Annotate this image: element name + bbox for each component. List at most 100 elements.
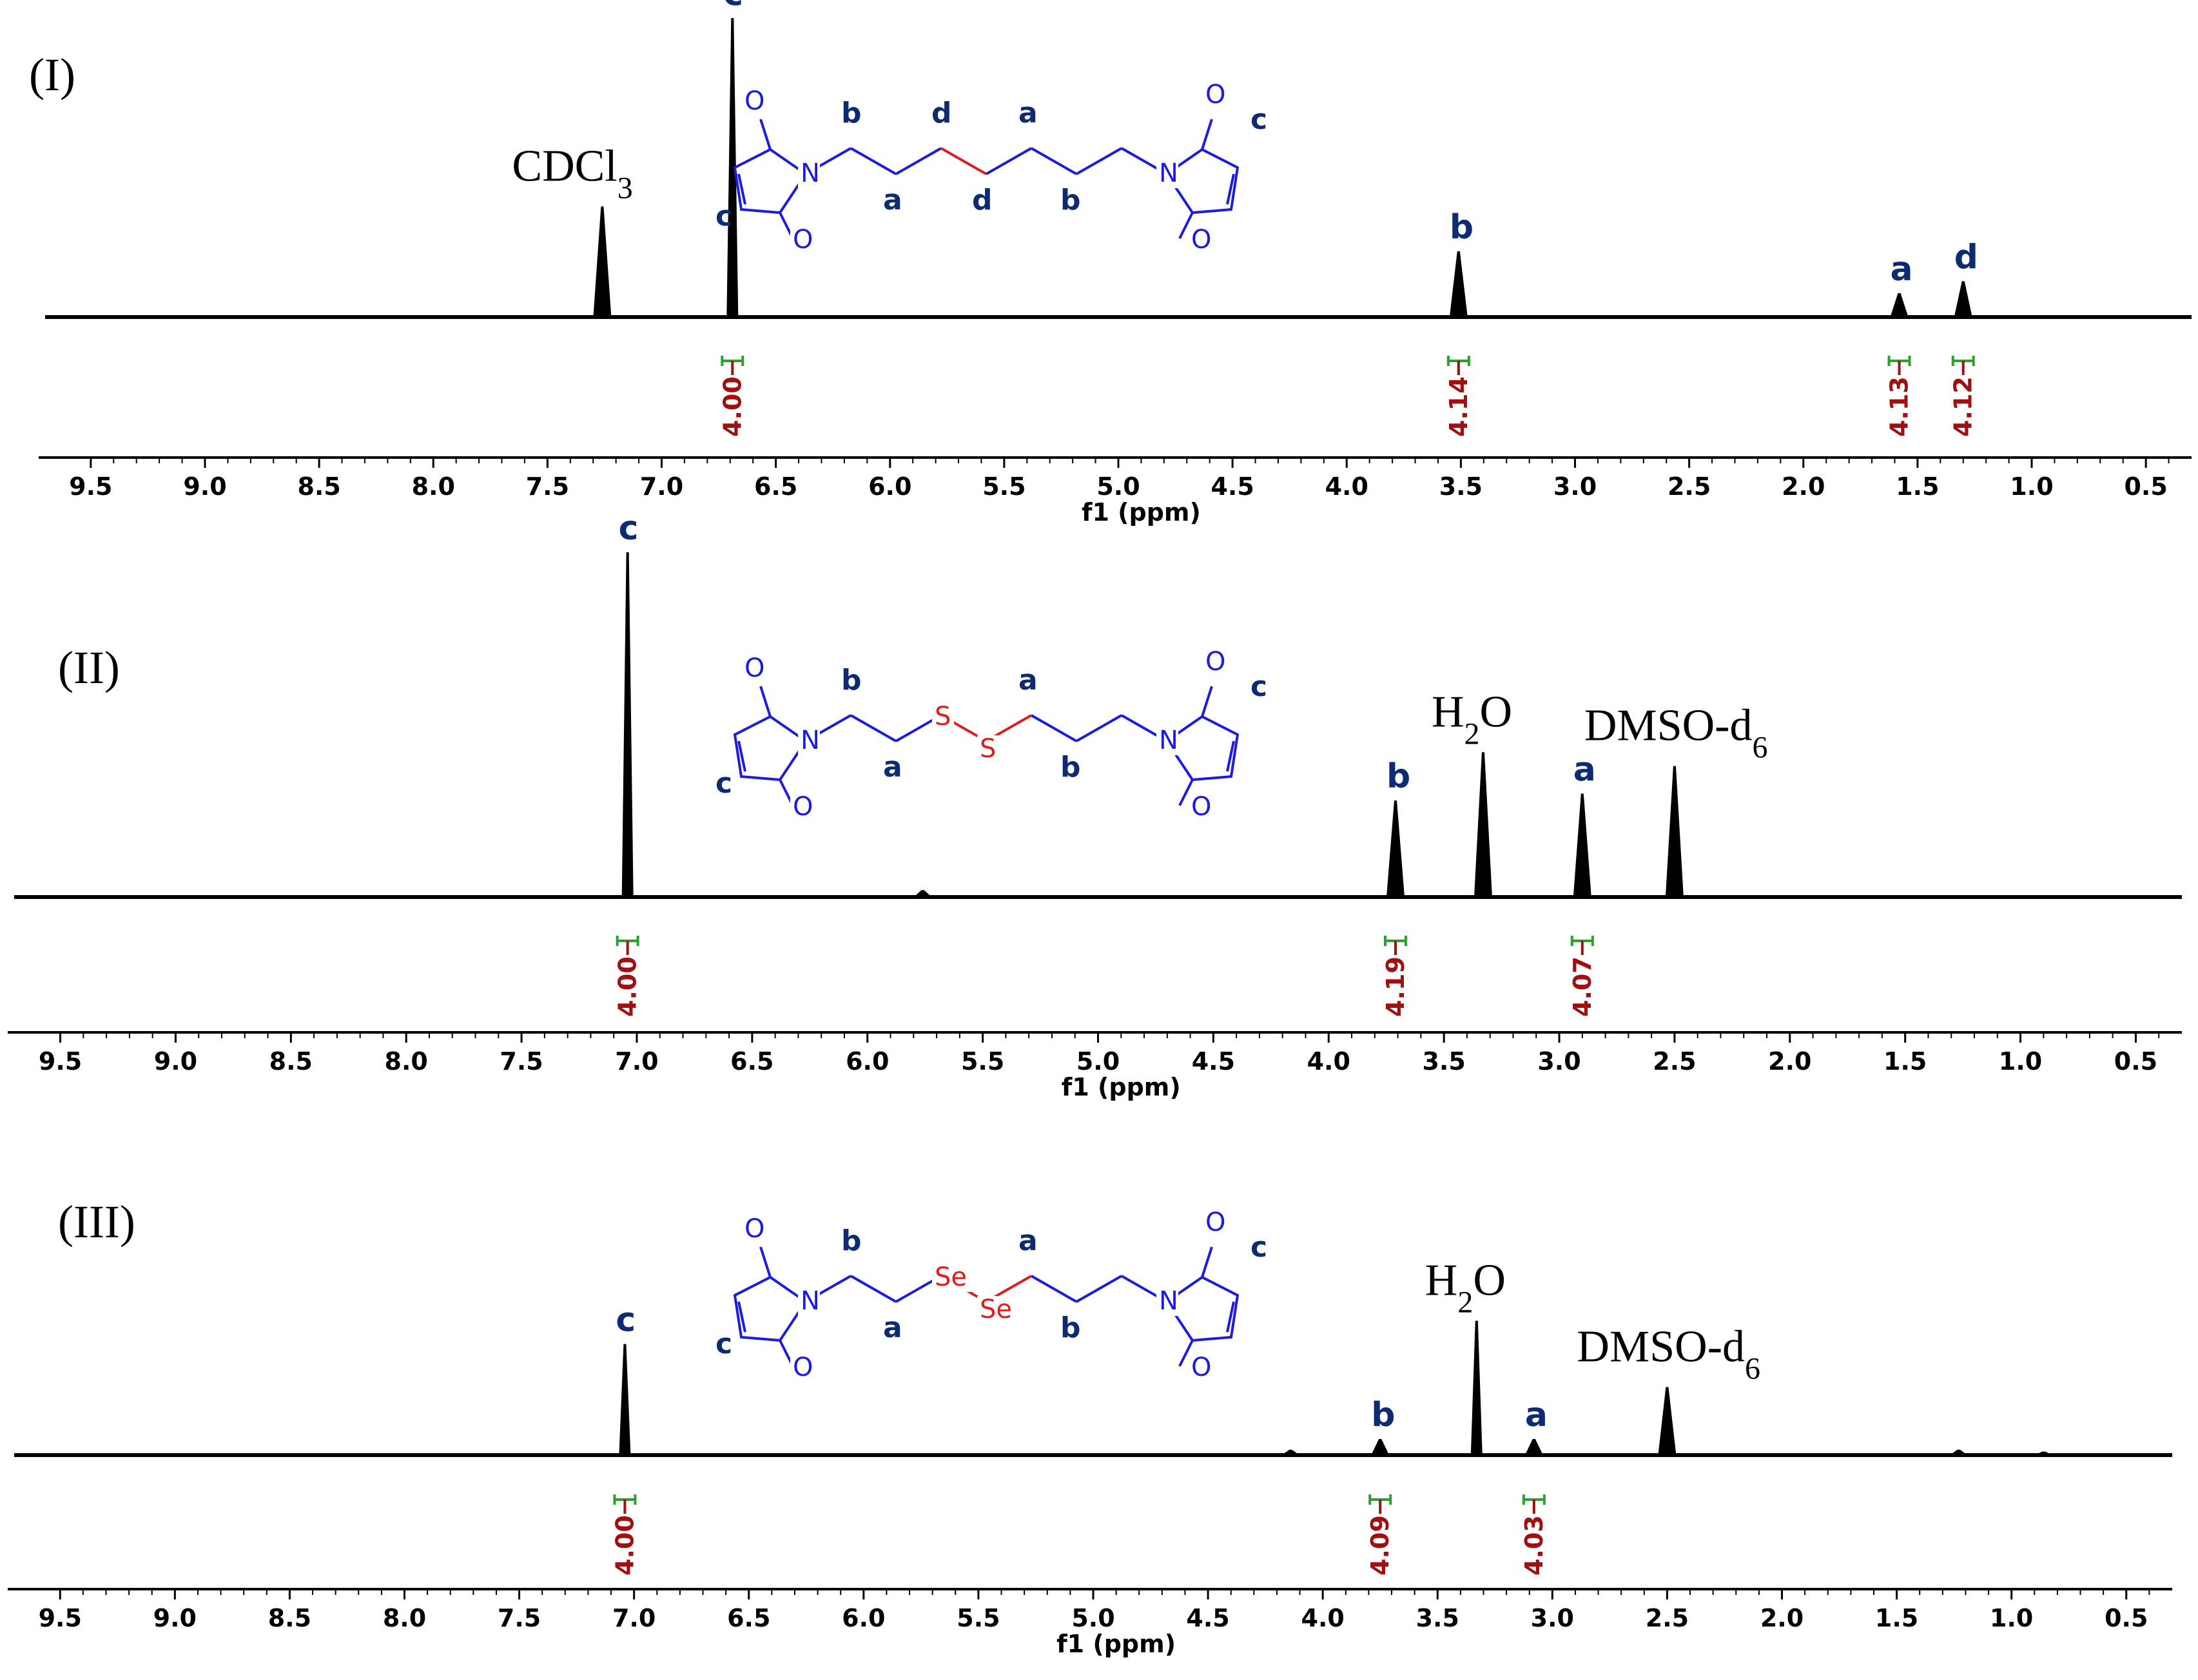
x-tick-label: 8.5 [268, 1604, 311, 1632]
chain-bond [850, 147, 897, 175]
x-axis-title: f1 (ppm) [1056, 1630, 1176, 1658]
x-tick-label: 3.0 [1537, 1047, 1580, 1076]
x-tick-label: 7.0 [615, 1047, 658, 1076]
spectrum-peak [621, 552, 634, 897]
maleimide-ring [733, 1275, 808, 1342]
x-tick-label: 2.0 [1760, 1604, 1804, 1632]
x-tick-label: 2.0 [1768, 1047, 1811, 1076]
x-tick-label: 3.5 [1422, 1047, 1465, 1076]
x-tick-label: 4.0 [1325, 472, 1368, 501]
position-label: c [715, 1328, 732, 1360]
x-tick-label: 5.5 [982, 472, 1026, 501]
integral-value: 4.00 [610, 1515, 639, 1576]
integral-value: 4.14 [1444, 376, 1473, 437]
position-label: d [931, 97, 952, 130]
spectrum-panel: (II) c b a H2O DMSO-d6 4.00 4.19 4.07 9.5 9.0 8.5 8.… [8, 509, 2182, 1101]
x-tick-label: 9.5 [39, 1604, 82, 1632]
atom-label: N [1159, 159, 1178, 188]
spectrum-peak [913, 890, 932, 897]
x-tick-label: 5.0 [1096, 472, 1140, 501]
x-axis-title: f1 (ppm) [1062, 1073, 1181, 1101]
x-tick-label: 3.0 [1553, 472, 1597, 501]
chain-bond [895, 147, 942, 175]
atom-label: O [744, 86, 764, 116]
x-tick-label: 6.0 [846, 1047, 889, 1076]
chain-bond [1076, 714, 1122, 742]
chain-bond [940, 147, 987, 175]
x-tick-label: 7.5 [500, 1047, 543, 1076]
spectrum-peak [1473, 752, 1492, 897]
peak-label: b [1386, 757, 1410, 796]
atom-mask [932, 703, 954, 731]
position-label: b [1060, 1311, 1081, 1344]
x-axis-title: f1 (ppm) [1082, 498, 1201, 526]
carbonyl-bond [759, 119, 772, 150]
panel-label: (III) [58, 1196, 135, 1248]
panel-label: (II) [58, 642, 120, 693]
position-label: c [1250, 670, 1267, 703]
chain-bond [850, 1275, 897, 1303]
double-bond [1226, 740, 1235, 772]
position-label: b [841, 664, 862, 697]
carbonyl-bond [1178, 1340, 1194, 1367]
peak-label: b [1371, 1396, 1395, 1434]
x-tick-label: 6.0 [842, 1604, 885, 1632]
atom-label: Se [935, 1262, 967, 1292]
x-tick-label: 0.5 [2114, 1047, 2157, 1076]
molecule-structure: O N O Se Se O N Ob a a b c c [715, 1208, 1267, 1382]
chain-bond [986, 147, 1032, 175]
carbonyl-bond [1178, 779, 1194, 806]
position-label: b [841, 97, 862, 130]
atom-label: O [744, 1214, 764, 1244]
position-label: c [715, 767, 732, 800]
x-tick-label: 8.0 [412, 472, 455, 501]
carbonyl-bond [1178, 212, 1194, 239]
spectrum-peak [1470, 1320, 1483, 1455]
x-tick-label: 2.5 [1646, 1604, 1689, 1632]
solvent-label: H2O [1432, 687, 1512, 751]
carbonyl-bond [759, 686, 772, 717]
spectrum-panel: (I) c b a d CDCl3 4.00 4.14 4.13 4.12 9.5 9.0 8.5 8.0… [29, 0, 2192, 526]
x-tick-label: 9.0 [153, 1604, 197, 1632]
atom-mask [742, 655, 764, 683]
atom-mask [1156, 160, 1178, 188]
integral-value: 4.13 [1885, 376, 1914, 437]
integral-value: 4.00 [614, 956, 642, 1017]
x-tick-label: 6.5 [754, 472, 797, 501]
x-tick-label: 6.0 [868, 472, 911, 501]
x-tick-label: 4.0 [1301, 1604, 1345, 1632]
atom-mask [1189, 793, 1211, 822]
position-label: b [841, 1224, 862, 1257]
atom-mask [742, 1215, 764, 1244]
position-label: a [1018, 1224, 1038, 1257]
spectrum-peak [1371, 1438, 1390, 1455]
x-tick-label: 8.5 [269, 1047, 313, 1076]
x-tick-label: 1.0 [1990, 1604, 2033, 1632]
spectrum-peak [1665, 766, 1684, 897]
spectrum-peak [1949, 1449, 1968, 1455]
chain-bond [850, 714, 897, 742]
x-tick-label: 1.5 [1896, 472, 1939, 501]
chain-bond [1031, 714, 1077, 742]
peak-label: d [1954, 238, 1978, 276]
x-tick-label: 1.5 [1883, 1047, 1927, 1076]
x-tick-label: 7.0 [640, 472, 683, 501]
x-tick-label: 2.5 [1668, 472, 1711, 501]
atom-label: N [801, 726, 820, 755]
atom-label: O [793, 792, 813, 822]
atom-mask [790, 1354, 812, 1382]
x-tick-label: 5.5 [957, 1604, 1000, 1632]
atom-mask [1156, 727, 1178, 755]
atom-label: N [801, 1286, 820, 1316]
atom-label: N [1159, 726, 1178, 755]
chain-bond [1076, 1275, 1122, 1303]
spectrum-peak [1573, 793, 1591, 897]
atom-label: S [935, 702, 951, 731]
x-tick-label: 3.5 [1439, 472, 1483, 501]
x-tick-label: 1.0 [1999, 1047, 2042, 1076]
atom-label: O [1191, 1353, 1211, 1382]
integral-value: 4.00 [718, 376, 746, 437]
atom-mask [1189, 1354, 1211, 1382]
peak-label: c [616, 1301, 636, 1340]
spectrum-peak [1524, 1438, 1543, 1455]
